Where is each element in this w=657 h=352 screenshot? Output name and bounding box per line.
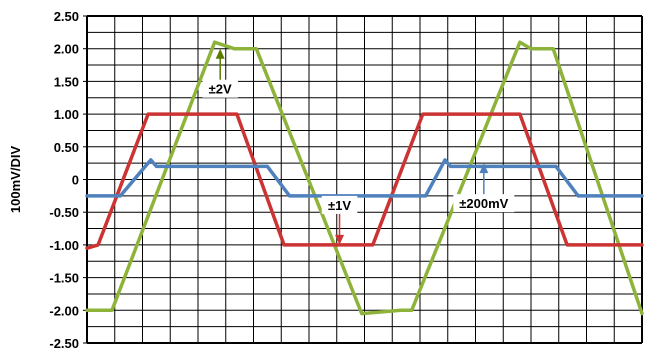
series-line-3 xyxy=(85,158,644,198)
y-tick-label: -2.50 xyxy=(49,336,79,351)
annotation-label-bg xyxy=(321,195,358,214)
annotations: ±2V ±1V ±200mV xyxy=(202,48,515,245)
annotation-arrow-head xyxy=(215,48,225,59)
y-axis-label: 100mV/DIV xyxy=(8,146,23,214)
series-lines xyxy=(85,40,644,316)
y-tick-label: 1.50 xyxy=(54,74,79,89)
annotation-arrow-head xyxy=(335,234,345,245)
series-line-2 xyxy=(85,112,644,250)
y-tick-label: 2.00 xyxy=(54,42,79,57)
y-tick-label: -1.50 xyxy=(49,271,79,286)
annotation-arrow-head xyxy=(479,163,489,174)
annotation-label-bg xyxy=(453,194,515,213)
annotation-label: ±1V xyxy=(328,198,351,213)
annotation-label: ±200mV xyxy=(459,196,508,211)
y-tick-label: -1.00 xyxy=(49,238,79,253)
y-tick-label: -2.00 xyxy=(49,303,79,318)
y-tick-labels: 2.50 2.00 1.50 1.00 0.50 0 -0.50 -1.00 -1.50 -2.0… xyxy=(49,9,79,351)
annotation-label: ±2V xyxy=(209,82,232,97)
y-tick-label: 1.00 xyxy=(54,107,79,122)
y-tick-label: 0.50 xyxy=(54,140,79,155)
annotation-label-bg xyxy=(202,79,238,98)
y-tick-label: 2.50 xyxy=(54,9,79,24)
y-tick-label: 0 xyxy=(72,173,79,188)
y-tick-label: -0.50 xyxy=(49,205,79,220)
series-line-1 xyxy=(85,40,644,316)
